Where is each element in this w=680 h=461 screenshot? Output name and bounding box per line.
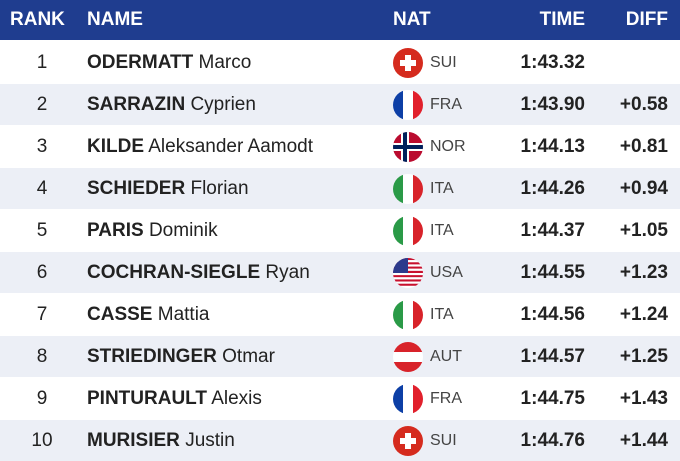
diff: +0.58 xyxy=(619,94,668,115)
rank: 8 xyxy=(36,346,48,367)
flag xyxy=(393,174,423,204)
header-time: TIME xyxy=(539,9,585,30)
time: 1:43.90 xyxy=(520,94,585,115)
diff: +1.24 xyxy=(619,304,668,325)
nation: NOR xyxy=(430,138,466,155)
nation: SUI xyxy=(430,54,457,71)
flag xyxy=(393,300,423,330)
surname: ODERMATT xyxy=(87,52,194,73)
rank: 4 xyxy=(36,178,48,199)
rank: 1 xyxy=(36,52,48,73)
nation: AUT xyxy=(430,348,462,365)
nation: FRA xyxy=(430,390,462,407)
header-rank: RANK xyxy=(10,9,65,30)
rank: 5 xyxy=(36,220,48,241)
athlete-name: MURISIER Justin xyxy=(87,420,235,461)
athlete-name: COCHRAN-SIEGLE Ryan xyxy=(87,252,310,293)
result-row: 9 PINTURAULT Alexis FRA 1:44.75 +1.43 xyxy=(0,378,680,419)
surname: SCHIEDER xyxy=(87,178,186,199)
time: 1:43.32 xyxy=(520,52,585,73)
surname: COCHRAN-SIEGLE xyxy=(87,262,261,283)
time: 1:44.26 xyxy=(520,178,585,199)
rank: 10 xyxy=(31,430,53,451)
result-row: 4 SCHIEDER Florian ITA 1:44.26 +0.94 xyxy=(0,168,680,209)
flag xyxy=(393,342,423,372)
nation: USA xyxy=(430,264,463,281)
nation: ITA xyxy=(430,306,454,323)
given-name: Dominik xyxy=(148,220,218,241)
rank: 6 xyxy=(36,262,48,283)
athlete-name: PINTURAULT Alexis xyxy=(87,378,262,419)
diff: +1.23 xyxy=(619,262,668,283)
flag xyxy=(393,90,423,120)
rank: 7 xyxy=(36,304,48,325)
diff: +1.25 xyxy=(619,346,668,367)
diff: +0.81 xyxy=(619,136,668,157)
athlete-name: STRIEDINGER Otmar xyxy=(87,336,275,377)
header-name: NAME xyxy=(87,9,143,30)
nation: SUI xyxy=(430,432,457,449)
given-name: Ryan xyxy=(265,262,310,283)
result-row: 6 COCHRAN-SIEGLE Ryan USA 1:44.55 +1.23 xyxy=(0,252,680,293)
athlete-name: SCHIEDER Florian xyxy=(87,168,249,209)
given-name: Aleksander Aamodt xyxy=(148,136,313,157)
given-name: Justin xyxy=(185,430,235,451)
result-row: 5 PARIS Dominik ITA 1:44.37 +1.05 xyxy=(0,210,680,251)
result-row: 8 STRIEDINGER Otmar AUT 1:44.57 +1.25 xyxy=(0,336,680,377)
time: 1:44.75 xyxy=(520,388,585,409)
time: 1:44.13 xyxy=(520,136,585,157)
rank: 9 xyxy=(36,388,48,409)
surname: KILDE xyxy=(87,136,144,157)
surname: SARRAZIN xyxy=(87,94,186,115)
athlete-name: CASSE Mattia xyxy=(87,294,210,335)
result-row: 1 ODERMATT Marco SUI 1:43.32 xyxy=(0,42,680,83)
given-name: Mattia xyxy=(157,304,210,325)
surname: MURISIER xyxy=(87,430,180,451)
diff: +1.44 xyxy=(619,430,668,451)
flag xyxy=(393,258,423,288)
flag xyxy=(393,426,423,456)
given-name: Florian xyxy=(190,178,249,199)
header-diff: DIFF xyxy=(625,9,668,30)
result-row: 10 MURISIER Justin SUI 1:44.76 +1.44 xyxy=(0,420,680,461)
result-row: 3 KILDE Aleksander Aamodt NOR 1:44.13 +0.81 xyxy=(0,126,680,167)
flag xyxy=(393,48,423,78)
athlete-name: PARIS Dominik xyxy=(87,210,218,251)
header-row: RANK NAME NAT TIME DIFF xyxy=(0,0,680,40)
given-name: Marco xyxy=(198,52,252,73)
nation: ITA xyxy=(430,180,454,197)
diff: +0.94 xyxy=(619,178,668,199)
diff: +1.43 xyxy=(619,388,668,409)
athlete-name: ODERMATT Marco xyxy=(87,42,251,83)
flag xyxy=(393,216,423,246)
result-row: 2 SARRAZIN Cyprien FRA 1:43.90 +0.58 xyxy=(0,84,680,125)
given-name: Cyprien xyxy=(190,94,256,115)
surname: PARIS xyxy=(87,220,144,241)
rank: 3 xyxy=(36,136,48,157)
surname: PINTURAULT xyxy=(87,388,207,409)
time: 1:44.37 xyxy=(520,220,585,241)
time: 1:44.56 xyxy=(520,304,585,325)
given-name: Alexis xyxy=(211,388,262,409)
surname: CASSE xyxy=(87,304,153,325)
time: 1:44.76 xyxy=(520,430,585,451)
flag xyxy=(393,384,423,414)
time: 1:44.55 xyxy=(520,262,585,283)
rank: 2 xyxy=(36,94,48,115)
given-name: Otmar xyxy=(222,346,275,367)
time: 1:44.57 xyxy=(520,346,585,367)
header-nat: NAT xyxy=(393,9,431,30)
flag xyxy=(393,132,423,162)
athlete-name: KILDE Aleksander Aamodt xyxy=(87,126,313,167)
nation: FRA xyxy=(430,96,462,113)
nation: ITA xyxy=(430,222,454,239)
surname: STRIEDINGER xyxy=(87,346,217,367)
result-row: 7 CASSE Mattia ITA 1:44.56 +1.24 xyxy=(0,294,680,335)
diff: +1.05 xyxy=(619,220,668,241)
athlete-name: SARRAZIN Cyprien xyxy=(87,84,256,125)
